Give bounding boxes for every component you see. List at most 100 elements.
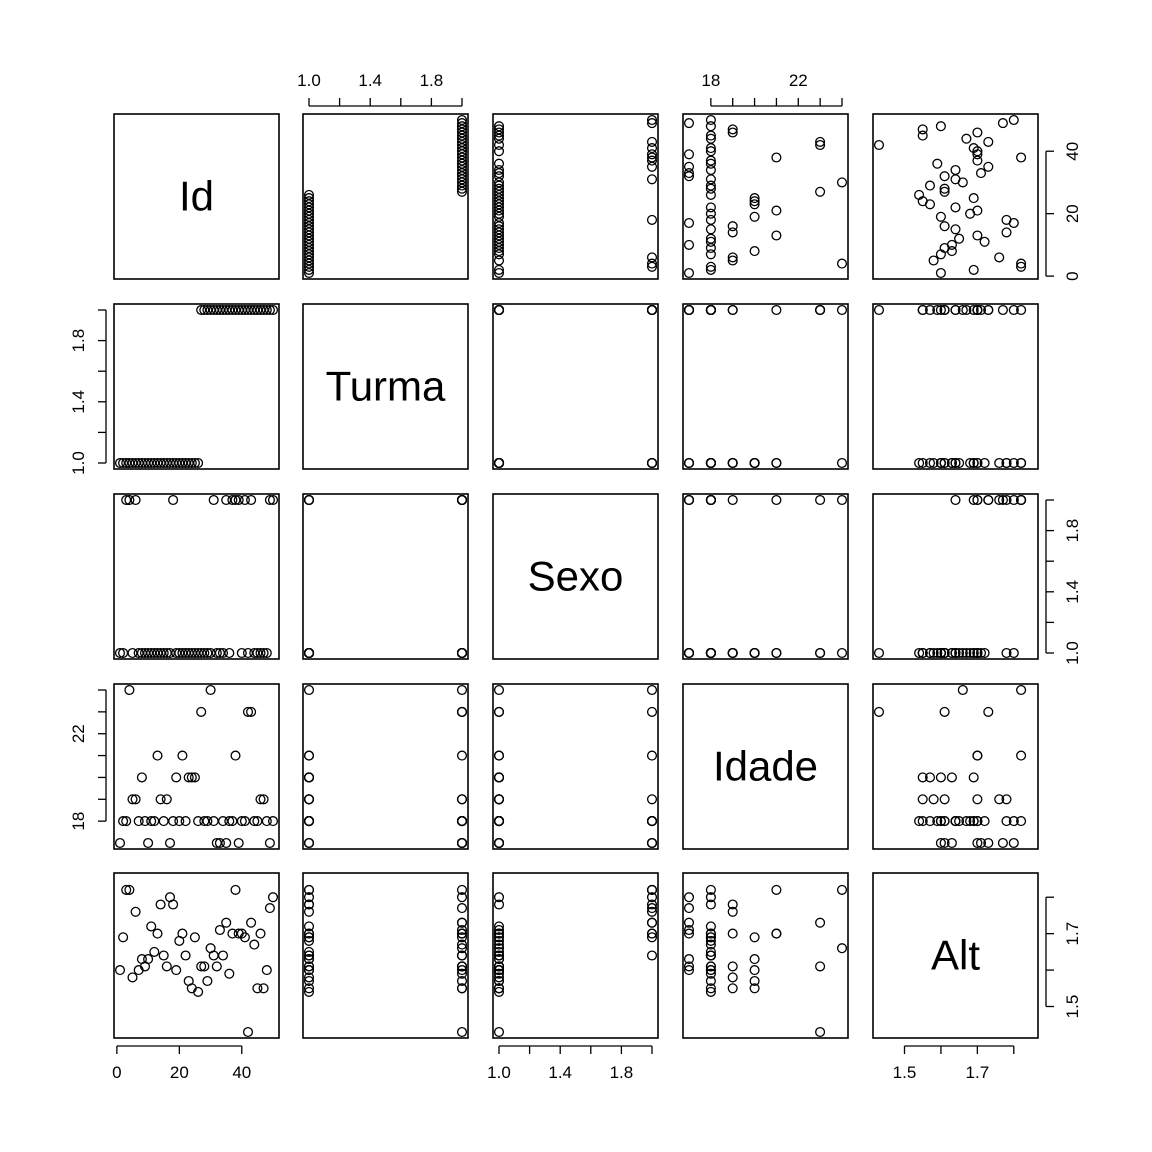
data-point <box>965 457 976 469</box>
data-point <box>161 794 172 805</box>
data-point <box>646 906 658 917</box>
data-point <box>932 158 943 169</box>
data-point <box>456 928 468 939</box>
data-point <box>917 304 928 316</box>
data-point <box>493 932 505 943</box>
variable-labels: Id Turma Sexo Idade Alt <box>179 173 980 979</box>
data-point <box>935 837 946 849</box>
data-point <box>705 208 716 219</box>
panel-frame <box>302 872 469 1039</box>
data-point <box>303 647 315 659</box>
data-point <box>705 224 716 235</box>
data-point <box>771 928 782 939</box>
data-point <box>493 946 505 957</box>
data-point <box>914 189 925 200</box>
panels <box>113 113 1039 1039</box>
data-point <box>493 457 505 469</box>
data-point <box>997 304 1008 316</box>
data-point <box>258 983 269 994</box>
data-point <box>950 304 961 316</box>
data-point <box>456 118 468 129</box>
data-point <box>972 230 983 241</box>
panel-frame <box>492 872 659 1039</box>
panel-frame <box>302 493 469 660</box>
data-point <box>646 155 658 166</box>
data-point <box>950 816 961 827</box>
data-point <box>705 133 716 144</box>
data-point <box>727 255 738 266</box>
panel-frame <box>682 683 849 850</box>
data-point <box>1008 304 1019 316</box>
data-point <box>705 457 716 469</box>
data-point <box>727 961 738 972</box>
data-point <box>236 647 247 659</box>
data-point <box>705 935 716 946</box>
data-point <box>303 906 315 917</box>
data-point <box>749 975 760 987</box>
data-point <box>493 224 505 235</box>
data-point <box>493 961 505 972</box>
data-point <box>264 837 275 849</box>
data-point <box>646 794 658 805</box>
tick-label-Turma: 1.0 <box>297 71 321 90</box>
data-point <box>493 158 505 169</box>
data-point <box>493 1026 505 1038</box>
data-point <box>917 124 928 135</box>
data-point <box>177 928 188 939</box>
data-point <box>303 884 315 895</box>
data-point <box>193 457 204 469</box>
data-point <box>189 457 200 469</box>
panel-frame <box>872 303 1039 470</box>
data-point <box>961 304 972 316</box>
data-point <box>155 899 166 910</box>
data-point <box>1016 750 1027 761</box>
data-point <box>493 954 505 965</box>
data-point <box>258 647 269 659</box>
data-point <box>493 267 505 279</box>
data-point <box>493 975 505 987</box>
data-point <box>961 647 972 659</box>
data-point <box>493 943 505 954</box>
data-point <box>646 684 658 696</box>
data-point <box>924 647 936 659</box>
data-point <box>456 884 468 895</box>
data-point <box>646 928 658 939</box>
data-point <box>124 494 135 506</box>
data-point <box>303 972 315 983</box>
tick-label-Sexo: 1.4 <box>1063 580 1082 604</box>
data-point <box>493 772 505 783</box>
panel-frame <box>113 872 280 1039</box>
data-point <box>267 816 279 827</box>
data-point <box>261 816 272 827</box>
data-point <box>161 961 172 972</box>
tick-label-Turma: 1.8 <box>420 71 444 90</box>
data-point <box>972 647 983 659</box>
data-point <box>146 816 157 827</box>
data-point <box>303 946 315 957</box>
data-point <box>199 647 210 659</box>
panel-Sexo-vs-Turma <box>302 493 469 660</box>
panel-Sexo-vs-Sexo <box>492 493 659 660</box>
panel-Turma-vs-Id <box>113 303 280 470</box>
panel-Alt-vs-Turma <box>302 872 469 1039</box>
data-point <box>914 457 925 469</box>
data-point <box>303 684 315 696</box>
data-point <box>267 494 279 506</box>
data-point <box>171 965 182 976</box>
panel-frame <box>113 683 280 850</box>
data-point <box>705 236 716 247</box>
data-point <box>456 975 468 987</box>
data-point <box>261 647 272 659</box>
data-point <box>456 950 468 961</box>
tick-label-Sexo: 1.0 <box>1063 641 1082 665</box>
data-point <box>939 457 950 469</box>
data-point <box>683 892 695 903</box>
data-point <box>456 924 468 936</box>
data-point <box>935 772 946 783</box>
data-point <box>303 750 315 761</box>
data-point <box>267 304 279 316</box>
data-point <box>705 968 716 979</box>
data-point <box>264 903 275 914</box>
data-point <box>121 816 132 827</box>
tick-label-Id: 40 <box>1063 142 1082 161</box>
